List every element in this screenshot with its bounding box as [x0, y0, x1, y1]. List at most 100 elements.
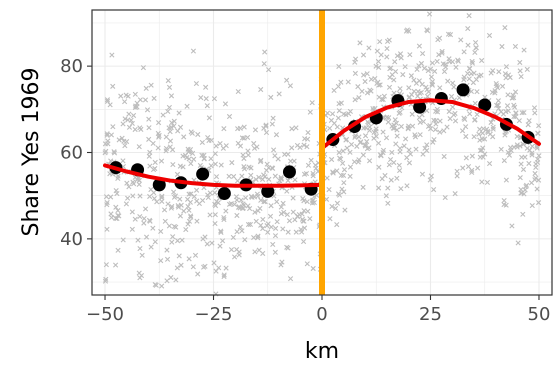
raw-point — [359, 88, 365, 94]
raw-point — [147, 149, 153, 155]
raw-point — [356, 95, 362, 101]
raw-point — [288, 158, 294, 164]
raw-point — [270, 115, 276, 121]
raw-point — [472, 117, 478, 123]
raw-point — [252, 127, 259, 133]
raw-point — [237, 143, 244, 149]
raw-point — [292, 177, 298, 183]
raw-point — [385, 185, 391, 191]
raw-point — [366, 145, 372, 151]
raw-point — [424, 142, 430, 148]
raw-point — [255, 235, 261, 241]
raw-point — [479, 147, 485, 153]
raw-point — [324, 175, 330, 181]
raw-point — [202, 234, 208, 240]
raw-point — [126, 184, 132, 190]
raw-point — [109, 52, 115, 58]
raw-point — [425, 123, 432, 129]
raw-point — [245, 148, 251, 154]
raw-point — [380, 96, 386, 103]
raw-point — [185, 221, 191, 227]
raw-point — [223, 265, 229, 271]
raw-point — [532, 177, 538, 183]
raw-point — [435, 37, 441, 43]
raw-point — [375, 58, 382, 65]
raw-point — [465, 25, 471, 32]
raw-point — [103, 276, 109, 282]
raw-point — [427, 66, 434, 72]
raw-point — [372, 105, 378, 111]
raw-point — [507, 74, 513, 81]
raw-point — [505, 92, 511, 98]
raw-point — [431, 136, 437, 143]
raw-point — [301, 225, 308, 231]
raw-point — [163, 134, 169, 140]
raw-point — [241, 124, 247, 130]
raw-point — [262, 49, 268, 55]
raw-point — [505, 72, 512, 78]
raw-point — [340, 160, 346, 166]
raw-point — [334, 222, 340, 228]
raw-point — [474, 111, 480, 118]
raw-point — [364, 90, 371, 96]
raw-point — [188, 160, 194, 167]
raw-point — [159, 283, 165, 289]
raw-point — [360, 152, 366, 158]
raw-point — [110, 83, 116, 89]
raw-point — [268, 203, 274, 209]
raw-point — [387, 74, 393, 81]
raw-point — [265, 67, 272, 73]
raw-point — [509, 95, 515, 101]
raw-point — [463, 133, 469, 140]
raw-point — [418, 89, 424, 96]
raw-point — [502, 25, 508, 31]
raw-point — [219, 238, 226, 244]
raw-point — [380, 129, 386, 135]
raw-point — [416, 114, 422, 121]
raw-point — [362, 133, 369, 139]
raw-point — [218, 162, 224, 168]
raw-point — [221, 214, 227, 221]
x-tick-label: 50 — [528, 304, 551, 325]
raw-point — [228, 247, 235, 253]
raw-point — [155, 145, 161, 151]
raw-point — [406, 85, 412, 91]
raw-point — [173, 277, 179, 283]
raw-point — [278, 211, 284, 217]
raw-point — [184, 103, 190, 109]
raw-point — [228, 201, 234, 207]
raw-point — [235, 88, 241, 95]
raw-point — [300, 195, 306, 202]
raw-point — [148, 82, 154, 88]
raw-point — [341, 111, 347, 117]
raw-point — [136, 144, 142, 150]
bin-mean-point — [413, 100, 427, 114]
raw-point — [447, 59, 453, 65]
raw-point — [478, 72, 484, 78]
raw-point — [196, 201, 202, 207]
raw-point — [347, 173, 353, 179]
raw-point — [114, 216, 120, 222]
raw-point — [168, 124, 174, 131]
raw-point — [289, 126, 295, 132]
raw-point — [255, 233, 261, 239]
raw-point — [146, 125, 152, 131]
raw-point — [161, 207, 168, 213]
raw-point — [114, 190, 120, 197]
raw-point — [193, 187, 200, 193]
raw-point — [362, 78, 368, 85]
raw-point — [335, 83, 341, 89]
raw-point — [166, 223, 172, 229]
raw-point — [356, 134, 362, 140]
raw-point — [499, 83, 506, 89]
raw-point — [439, 50, 445, 56]
raw-point — [167, 144, 173, 150]
raw-point — [207, 212, 213, 218]
raw-point — [107, 102, 113, 108]
raw-point — [432, 127, 439, 133]
raw-point — [397, 86, 403, 92]
raw-point — [341, 167, 348, 173]
raw-point — [409, 111, 415, 117]
raw-point — [204, 241, 210, 247]
raw-point — [260, 225, 266, 232]
